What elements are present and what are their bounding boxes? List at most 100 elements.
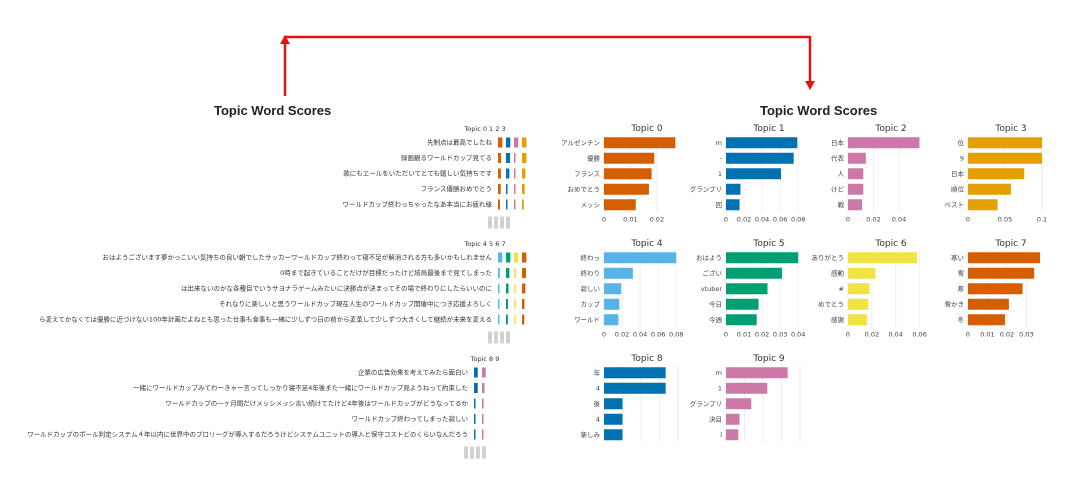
left-bar [482, 367, 486, 378]
left-row-label: は出来ないのかな各種目でいうサヨナラゲームみたいに決勝点が決まってその場で終わり… [181, 284, 492, 293]
bar [968, 314, 1005, 326]
category-label: おめでとう [568, 186, 601, 194]
arrow-head-right [805, 81, 815, 90]
x-tick-label: 0.01 [623, 216, 637, 224]
x-tick-label: 0.01 [980, 331, 994, 339]
category-label: 順位 [951, 185, 965, 194]
category-label: 今日 [709, 300, 722, 309]
left-axis-clutter [506, 216, 510, 229]
bar [848, 183, 864, 195]
left-bar [506, 283, 509, 294]
category-label: 楽しみ [581, 430, 601, 439]
x-tick-label: 0.04 [888, 331, 902, 339]
left-bar [522, 299, 525, 309]
left-axis-clutter [500, 216, 504, 229]
x-tick-label: 0 [846, 216, 850, 224]
bar [848, 199, 863, 211]
left-bar [498, 199, 500, 210]
x-tick-label: 0.02 [865, 331, 879, 339]
left-bar [522, 283, 526, 294]
category-label: 今週 [709, 315, 723, 324]
bar [604, 283, 622, 295]
category-label: ベスト [944, 201, 964, 209]
bar [848, 137, 920, 149]
left-figure-collapsed: Topic 0 1 2 3 先制点は最高でしたね録画観るワールドカップ見てる歌にも… [27, 125, 527, 459]
x-tick-label: 0 [846, 331, 850, 339]
bar [726, 252, 799, 264]
topic-panel-5: 0 0.01 0.02 0.03 0.04 Topic 5 おはようござい vtuber 今日今… [696, 239, 805, 339]
left-bar [474, 414, 476, 424]
left-row-label: ワールドカップのボール判定システム４年以内に世界中のプロリーグが導入するだろうけ… [27, 430, 468, 439]
panel-title: Topic 8 [630, 354, 662, 364]
bar [726, 413, 740, 425]
left-axis-clutter [488, 331, 492, 344]
bar [726, 168, 782, 180]
x-tick-label: 0.04 [791, 331, 805, 339]
left-bar [506, 153, 511, 163]
left-bar [522, 268, 527, 278]
right-figure-title: Topic Word Scores [760, 103, 877, 118]
bar [968, 267, 1035, 279]
left-bar [514, 314, 516, 325]
left-row-label: ワールドカップの一ヶ月間だけメッシメッシ言い続けてたけど4年後はワールドカップが… [165, 399, 468, 408]
category-label: 後 [594, 399, 601, 408]
left-bar [474, 367, 478, 378]
left-bar [522, 252, 527, 263]
category-label: vtuber [701, 285, 723, 293]
left-bar [498, 252, 503, 263]
bar [604, 137, 676, 149]
left-panel-row-0: Topic 0 1 2 3 先制点は最高でしたね録画観るワールドカップ見てる歌にも… [343, 125, 527, 229]
x-tick-label: 0 [724, 216, 728, 224]
category-label: 代表 [831, 154, 845, 163]
left-bar [474, 429, 476, 440]
left-bar [514, 184, 516, 194]
left-row-label: 0時まで起きていることだけが目標だったけど結局最後まで見てしまった [280, 268, 492, 277]
category-label: # [839, 285, 844, 293]
bar [968, 183, 1011, 195]
left-panel-row-2: Topic 8 9企業の広告効果を考えてみたら面白い一緒にワールドカップみてわー… [27, 355, 499, 459]
x-tick-label: 0.02 [866, 216, 880, 224]
x-tick-label: 0.02 [755, 331, 769, 339]
bar [604, 267, 633, 279]
left-bar [498, 153, 502, 163]
arrow-head-left [280, 35, 290, 44]
left-row-label: 企業の広告効果を考えてみたら面白い [358, 368, 468, 377]
category-label: 1 [718, 170, 722, 178]
bar [726, 152, 794, 164]
category-label: 終わり [581, 269, 601, 278]
bar [604, 199, 636, 211]
left-axis-clutter [500, 331, 504, 344]
left-bar [474, 383, 478, 393]
category-label: 人 [838, 170, 845, 178]
left-bar [498, 299, 500, 309]
category-label: 優勝 [587, 154, 601, 163]
category-label: 感動 [831, 269, 845, 278]
x-tick-label: 0.08 [791, 216, 805, 224]
left-bar [506, 168, 510, 179]
topic-panel-8: Topic 8 年 4 後 4 楽しみ [581, 354, 679, 443]
category-label: グランプリ [690, 185, 722, 194]
left-row-label: ワールドカップ終わっちゃったなあ本当にお疲れ様 [343, 200, 493, 209]
left-row-label: それなりに楽しいと思うワールドカップ現在人生のワールドカップ開催中につき応援よろ… [219, 299, 492, 308]
left-bar [506, 184, 508, 194]
x-tick-label: 0.1 [1037, 216, 1047, 224]
left-row-label: 歌にもエールをいただいてとても嬉しい気持ちです [343, 169, 492, 178]
left-bar [522, 199, 524, 210]
bar [604, 168, 652, 180]
bar [604, 183, 649, 195]
category-label: 決目 [709, 415, 722, 424]
bar [848, 314, 868, 326]
x-tick-label: 0.04 [755, 216, 769, 224]
left-row-label: 先制点は最高でしたね [427, 138, 493, 147]
bar [604, 398, 623, 410]
category-label: m [716, 139, 722, 147]
left-bar [506, 252, 511, 263]
left-bar [498, 184, 501, 194]
category-label: 寒い [951, 253, 964, 262]
category-label: 4 [596, 416, 600, 424]
